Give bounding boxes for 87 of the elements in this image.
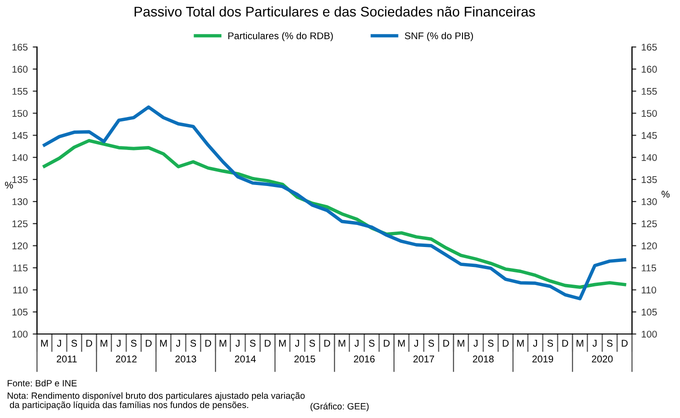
x-tick-label: S [309, 340, 315, 347]
x-tick-label: S [488, 340, 494, 347]
x-tick-label: M [160, 340, 167, 347]
source-note: Fonte: BdP e INE [8, 380, 77, 386]
x-tick-label: M [41, 340, 48, 347]
y-tick-label: 100 [12, 330, 28, 338]
y-tick-label: 125 [12, 220, 28, 228]
y-tick-label: 130 [12, 198, 28, 206]
y2-tick-label: 165 [642, 44, 657, 51]
x-tick-label: S [368, 340, 374, 347]
y2-tick-label: 140 [642, 154, 657, 162]
y-tick-label: 165 [12, 44, 28, 51]
text: 2011 [56, 356, 77, 362]
y-tick-label: 155 [12, 88, 28, 95]
x-tick-label: S [606, 340, 612, 347]
x-tick-label: J [116, 340, 121, 347]
x-tick-label: J [295, 340, 300, 347]
x-tick-label: J [533, 340, 538, 347]
y2-tick-label: 115 [642, 264, 656, 272]
y-tick-label: 105 [12, 308, 28, 316]
legend-label: SNF (% do PIB) [404, 32, 473, 42]
y-tick-label: 115 [13, 264, 28, 272]
x-tick-label: J [592, 340, 597, 347]
x-tick-label: D [622, 340, 628, 347]
x-tick-label: S [250, 340, 256, 347]
x-tick-label: D [86, 340, 92, 347]
x-tick-label: J [176, 340, 180, 347]
text: 2017 [413, 356, 434, 362]
text: 2018 [472, 356, 494, 362]
text: 2016 [354, 356, 375, 362]
x-tick-label: M [220, 340, 226, 347]
text: 2014 [234, 356, 256, 362]
x-tick-label: D [443, 340, 450, 347]
text: 2019 [532, 356, 554, 362]
y-tick-label: 135 [12, 176, 28, 184]
text: 2012 [116, 356, 137, 362]
x-tick-label: D [205, 340, 212, 347]
y2-tick-label: 125 [642, 220, 657, 228]
x-tick-label: S [547, 340, 553, 347]
x-tick-label: D [502, 340, 509, 347]
y2-tick-label: 120 [642, 242, 657, 250]
x-tick-label: M [100, 340, 108, 347]
y2-axis-title: % [662, 190, 670, 198]
x-tick-label: M [338, 340, 346, 347]
x-tick-label: M [279, 340, 286, 347]
y2-tick-label: 110 [642, 286, 656, 294]
y2-tick-label: 150 [642, 110, 657, 117]
y2-tick-label: 155 [642, 88, 657, 95]
y-axis-title: % [5, 182, 13, 189]
text: 2013 [175, 356, 196, 362]
y-tick-label: 145 [12, 132, 28, 139]
x-tick-label: J [414, 340, 418, 347]
text: Nota: Rendimento disponível bruto dos particulares ajustado pela variação da participação líquida das famílias nos fundos de pensões. [8, 392, 305, 410]
x-tick-label: J [236, 340, 240, 347]
y-tick-label: 150 [12, 110, 28, 117]
x-tick-label: J [354, 340, 359, 347]
x-tick-label: D [384, 340, 390, 347]
y2-tick-label: 135 [642, 176, 657, 184]
y-tick-label: 120 [12, 242, 28, 250]
x-tick-label: S [71, 340, 77, 347]
y2-tick-label: 130 [642, 198, 657, 206]
x-tick-label: S [190, 340, 196, 347]
x-tick-label: J [474, 340, 478, 347]
y2-tick-label: 100 [642, 330, 657, 338]
x-tick-label: M [576, 340, 584, 347]
y-tick-label: 110 [13, 286, 28, 294]
y2-tick-label: 105 [642, 308, 657, 316]
text: 2015 [294, 356, 316, 362]
x-tick-label: D [562, 340, 568, 347]
x-tick-label: D [146, 340, 152, 347]
chart-title: Passivo Total dos Particulares e das Sociedades não Financeiras [134, 6, 535, 17]
y2-tick-label: 145 [642, 132, 657, 139]
text: 2020 [592, 356, 613, 362]
x-tick-label: M [398, 340, 405, 347]
legend-label: Particulares (% do RDB) [228, 32, 333, 42]
y-tick-label: 140 [12, 154, 28, 162]
y2-tick-label: 160 [642, 66, 657, 73]
x-tick-label: M [517, 340, 524, 347]
x-tick-label: D [324, 340, 330, 347]
x-tick-label: S [130, 340, 136, 347]
x-tick-label: J [57, 340, 62, 347]
line-series [42, 105, 626, 300]
x-tick-label: D [264, 340, 271, 347]
text: (Gráfico: GEE) [310, 402, 369, 412]
x-tick-label: M [458, 340, 464, 347]
x-tick-label: S [428, 340, 434, 347]
y-tick-label: 160 [12, 66, 28, 73]
